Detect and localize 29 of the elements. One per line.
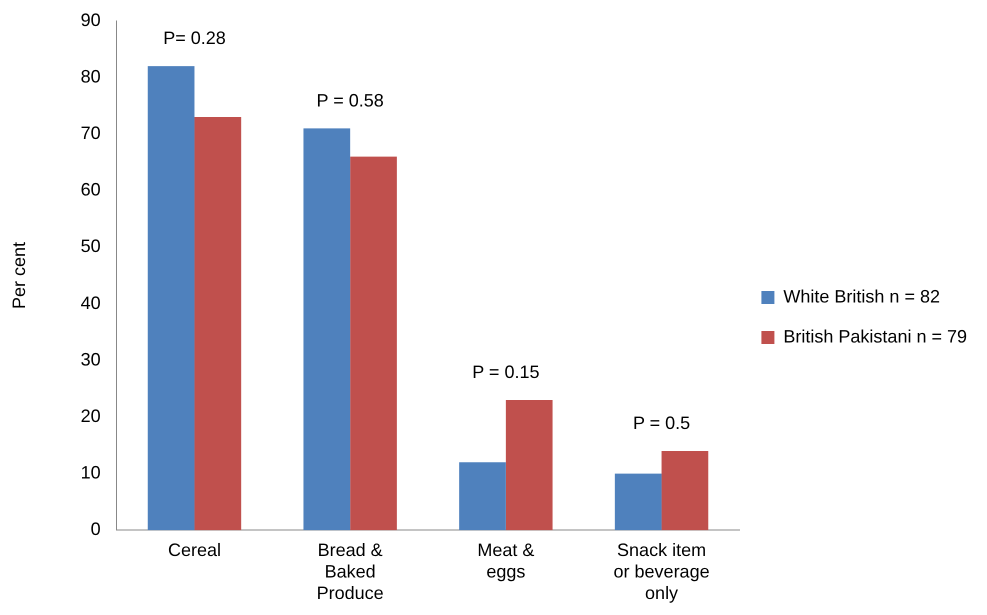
- y-tick-label: 80: [80, 66, 101, 86]
- legend-label: White British n = 82: [783, 286, 940, 306]
- annotation: P= 0.28: [163, 28, 226, 48]
- bar: [662, 450, 708, 530]
- y-tick-label: 20: [80, 406, 101, 426]
- bar: [194, 117, 242, 530]
- annotation: P = 0.15: [472, 362, 540, 382]
- y-tick-label: 90: [80, 10, 101, 30]
- y-tick-label: 40: [80, 292, 101, 313]
- bar: [148, 66, 194, 530]
- y-axis-title: Per cent: [8, 242, 29, 310]
- y-tick-label: 0: [90, 519, 101, 540]
- y-tick-label: 70: [80, 122, 101, 143]
- bar: [459, 462, 506, 530]
- bar: [350, 156, 397, 530]
- x-tick-label: Meat & eggs: [477, 540, 534, 582]
- y-tick-label: 50: [80, 236, 101, 256]
- bar: [614, 474, 662, 530]
- x-tick-label: Bread & Baked Produce: [316, 540, 384, 604]
- x-tick-label: Cereal: [168, 540, 221, 560]
- bar: [506, 400, 553, 530]
- y-tick-label: 30: [80, 349, 101, 370]
- legend-label: British Pakistani n = 79: [783, 326, 968, 346]
- annotation: P = 0.58: [316, 90, 384, 110]
- y-tick-label: 10: [80, 462, 101, 483]
- annotation: P = 0.5: [632, 412, 690, 433]
- y-tick-label: 60: [80, 180, 101, 200]
- x-tick-label: Snack item or beverage only: [614, 540, 710, 604]
- bar: [303, 128, 350, 530]
